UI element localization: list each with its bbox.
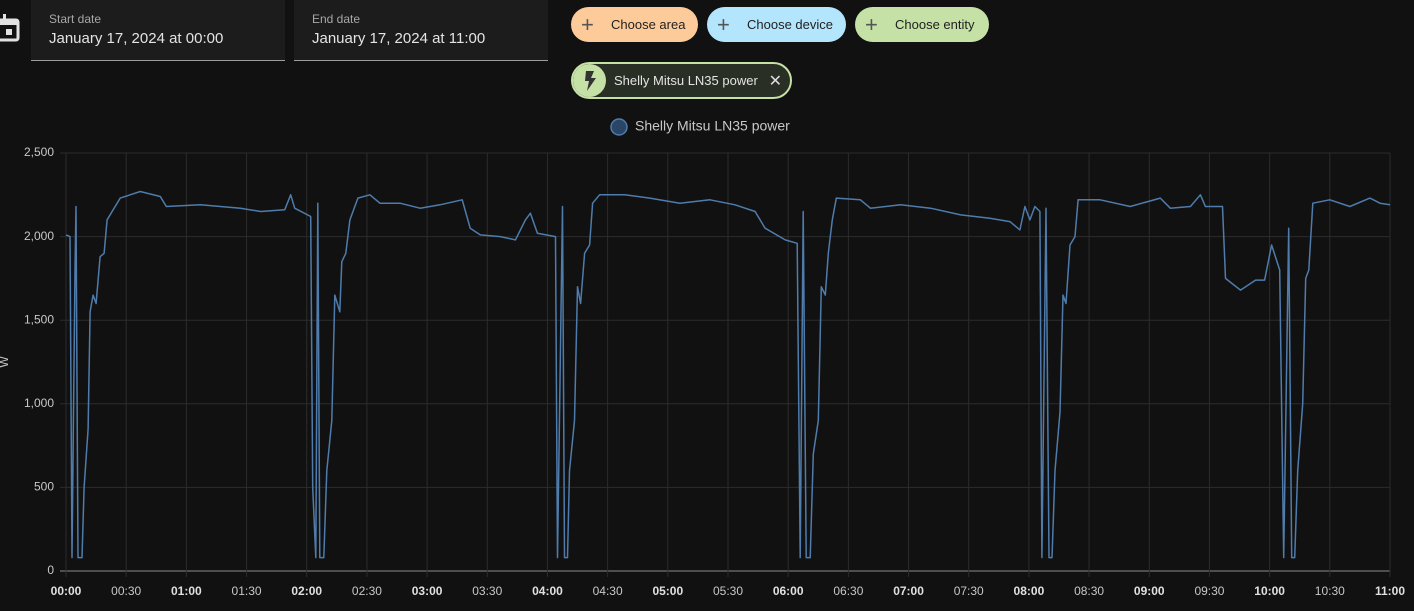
entity-icon [573, 64, 606, 97]
x-tick-label: 10:30 [1315, 584, 1345, 598]
x-tick-label: 04:00 [532, 584, 563, 598]
x-tick-label: 02:00 [291, 584, 322, 598]
area-chip[interactable]: + Choose area [571, 7, 698, 42]
x-tick-label: 10:00 [1254, 584, 1285, 598]
chip-label: Choose device [747, 17, 833, 32]
x-tick-label: 06:30 [833, 584, 863, 598]
legend-swatch [610, 118, 628, 136]
x-tick-label: 00:30 [111, 584, 141, 598]
y-axis-label: W [0, 356, 11, 368]
start-value: January 17, 2024 at 00:00 [49, 30, 224, 47]
x-tick-label: 03:30 [472, 584, 502, 598]
start-label: Start date [49, 12, 102, 26]
plus-icon: + [865, 11, 878, 37]
plus-icon: + [581, 11, 594, 37]
legend-label: Shelly Mitsu LN35 power [635, 118, 790, 134]
entity-chip[interactable]: + Choose entity [855, 7, 989, 42]
x-tick-label: 01:00 [171, 584, 202, 598]
x-tick-label: 06:00 [773, 584, 804, 598]
x-tick-label: 01:30 [232, 584, 262, 598]
end-label: End date [312, 12, 361, 26]
selected-entity: Shelly Mitsu LN35 power ✕ [571, 62, 792, 99]
x-tick-label: 09:00 [1134, 584, 1165, 598]
x-tick-label: 03:00 [412, 584, 443, 598]
remove-button[interactable]: ✕ [768, 72, 782, 90]
x-tick-label: 09:30 [1194, 584, 1224, 598]
x-tick-label: 05:00 [652, 584, 683, 598]
y-tick-label: 500 [34, 480, 54, 494]
x-tick-label: 02:30 [352, 584, 382, 598]
x-tick-label: 08:30 [1074, 584, 1104, 598]
plus-icon: + [717, 11, 730, 37]
chip-label: Choose entity [895, 17, 975, 32]
y-tick-label: 2,500 [24, 145, 54, 159]
x-tick-label: 07:30 [954, 584, 984, 598]
x-tick-label: 07:00 [893, 584, 924, 598]
start-date[interactable]: Start date January 17, 2024 at 00:00 [31, 0, 285, 61]
x-tick-label: 00:00 [51, 584, 82, 598]
chip-label: Choose area [611, 17, 686, 32]
y-tick-label: 1,000 [24, 396, 54, 410]
calendar-icon [0, 14, 20, 42]
device-chip[interactable]: + Choose device [707, 7, 846, 42]
bolt-icon [584, 70, 596, 91]
x-tick-label: 04:30 [593, 584, 623, 598]
end-date[interactable]: End date January 17, 2024 at 11:00 [294, 0, 548, 61]
entity-label: Shelly Mitsu LN35 power [614, 73, 758, 88]
y-tick-label: 1,500 [24, 312, 54, 326]
x-tick-label: 08:00 [1014, 584, 1045, 598]
y-tick-label: 2,000 [24, 229, 54, 243]
x-tick-label: 11:00 [1375, 584, 1405, 598]
x-tick-label: 05:30 [713, 584, 743, 598]
y-tick-label: 0 [47, 563, 54, 577]
data-line [65, 190, 1391, 559]
end-value: January 17, 2024 at 11:00 [312, 30, 486, 47]
